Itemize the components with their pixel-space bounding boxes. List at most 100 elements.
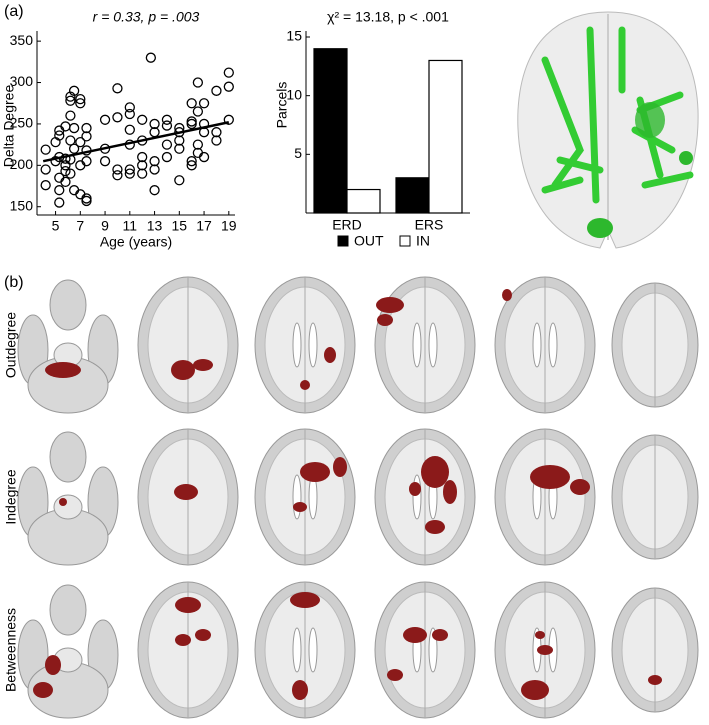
ventricle bbox=[548, 322, 558, 368]
bar bbox=[395, 177, 430, 214]
point bbox=[75, 93, 86, 105]
y-axis-label: Parcels bbox=[274, 82, 290, 129]
activation bbox=[171, 360, 195, 380]
point bbox=[40, 180, 51, 191]
x-tick-label: 7 bbox=[76, 218, 84, 234]
point bbox=[149, 118, 160, 130]
x-axis-label: Age (years) bbox=[100, 234, 172, 250]
point bbox=[145, 52, 157, 63]
point bbox=[81, 122, 92, 134]
point bbox=[174, 135, 185, 146]
activation bbox=[403, 627, 427, 643]
point bbox=[112, 83, 123, 94]
ventricle bbox=[292, 474, 302, 520]
activation bbox=[421, 456, 449, 488]
brainstem bbox=[53, 494, 83, 520]
node bbox=[679, 151, 693, 165]
point bbox=[75, 136, 86, 148]
x-tick-label: 5 bbox=[52, 218, 60, 234]
point bbox=[65, 168, 76, 179]
activation bbox=[290, 592, 320, 608]
node bbox=[635, 102, 665, 138]
activation bbox=[502, 289, 512, 301]
brain-slice bbox=[17, 431, 119, 566]
ventricle bbox=[412, 322, 422, 368]
ventricle bbox=[292, 627, 302, 673]
point bbox=[124, 102, 135, 113]
point bbox=[223, 67, 234, 78]
point bbox=[124, 124, 135, 135]
point bbox=[223, 81, 234, 92]
y-tick-label: 300 bbox=[10, 73, 34, 89]
point bbox=[211, 135, 222, 146]
bar bbox=[428, 59, 463, 214]
point bbox=[161, 114, 173, 125]
legend-swatch bbox=[337, 235, 349, 247]
point bbox=[112, 164, 123, 175]
point bbox=[99, 156, 111, 167]
y-axis-label: Delta Degree bbox=[1, 85, 17, 168]
point bbox=[223, 114, 234, 125]
activation bbox=[175, 597, 201, 613]
brain-slice bbox=[374, 276, 476, 414]
brain-slice bbox=[374, 581, 476, 719]
legend-label: OUT bbox=[354, 233, 384, 249]
point bbox=[137, 168, 148, 179]
frontal bbox=[49, 584, 87, 636]
activation bbox=[45, 362, 81, 378]
activation bbox=[300, 380, 310, 390]
brain-slice bbox=[254, 276, 356, 414]
y-tick-label: 200 bbox=[10, 156, 34, 172]
point bbox=[192, 77, 204, 88]
point bbox=[186, 156, 197, 167]
point bbox=[186, 98, 197, 109]
activation bbox=[425, 520, 445, 534]
panel-label: (b) bbox=[4, 274, 24, 291]
point bbox=[65, 95, 76, 106]
point bbox=[81, 156, 92, 167]
point bbox=[198, 151, 210, 163]
point bbox=[54, 130, 65, 141]
activation bbox=[193, 359, 213, 371]
activation bbox=[45, 655, 61, 675]
brain-slice bbox=[137, 276, 239, 414]
brain-slice bbox=[17, 584, 119, 719]
brain-slice bbox=[137, 428, 239, 566]
y-tick-label: 150 bbox=[10, 197, 34, 213]
brain-slice bbox=[611, 282, 699, 408]
frontal bbox=[49, 279, 87, 331]
point bbox=[137, 160, 148, 171]
activation bbox=[175, 634, 191, 646]
point bbox=[65, 91, 76, 102]
point bbox=[99, 114, 111, 125]
y-tick-label: 10 bbox=[286, 86, 302, 102]
point bbox=[192, 139, 204, 150]
point bbox=[65, 135, 76, 146]
point bbox=[112, 112, 123, 123]
activation bbox=[324, 347, 336, 363]
point bbox=[198, 98, 210, 109]
point bbox=[149, 185, 160, 196]
x-tick-label: ERS bbox=[415, 217, 444, 233]
activation bbox=[387, 669, 403, 681]
activation bbox=[300, 462, 330, 482]
point bbox=[54, 185, 65, 196]
activation bbox=[292, 680, 308, 700]
point bbox=[40, 164, 51, 175]
legend-label: IN bbox=[416, 233, 430, 249]
point bbox=[60, 165, 71, 177]
y-tick-label: 350 bbox=[10, 32, 34, 48]
activation bbox=[648, 675, 662, 685]
y-tick-label: 250 bbox=[10, 115, 34, 131]
activation bbox=[521, 680, 549, 700]
x-tick-label: 9 bbox=[101, 218, 109, 234]
point bbox=[137, 151, 148, 163]
ventricle bbox=[292, 322, 302, 368]
point bbox=[186, 160, 197, 171]
point bbox=[161, 120, 173, 131]
y-tick-label: 15 bbox=[286, 28, 302, 44]
chart-title: χ² = 13.18, p < .001 bbox=[327, 9, 449, 25]
activation bbox=[537, 645, 553, 655]
y-tick-label: 5 bbox=[294, 145, 302, 161]
ventricle bbox=[428, 322, 438, 368]
